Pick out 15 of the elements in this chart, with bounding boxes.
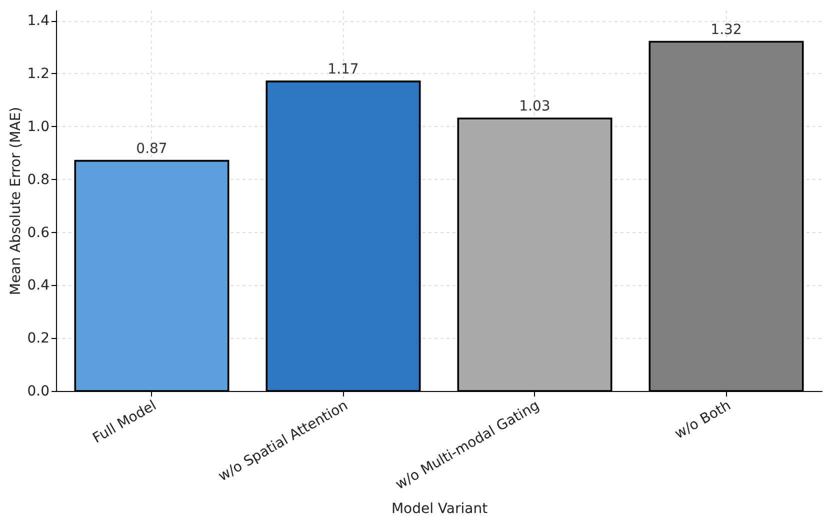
data-label: 1.32 (710, 22, 742, 38)
data-label: 0.87 (136, 140, 168, 157)
y-tick-label: 0.2 (27, 330, 50, 347)
x-tick-label: w/o Both (672, 398, 734, 442)
y-tick-label: 1.0 (27, 118, 50, 135)
y-tick-label: 0.4 (27, 278, 50, 294)
x-axis-title: Model Variant (391, 501, 488, 518)
y-axis-title: Mean Absolute Error (MAE) (8, 106, 24, 296)
y-tick-label: 1.4 (27, 13, 50, 30)
y-tick-label: 0.0 (27, 384, 50, 400)
data-label: 1.17 (328, 61, 359, 78)
data-label: 1.03 (519, 98, 550, 114)
y-tick-label: 0.8 (27, 172, 50, 188)
y-tick-label: 0.6 (27, 224, 50, 241)
y-tick-label: 1.2 (27, 66, 50, 82)
